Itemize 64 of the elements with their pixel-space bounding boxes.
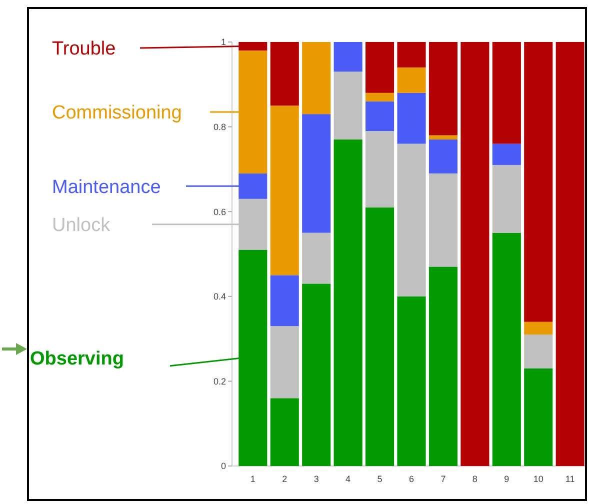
- bar: [397, 144, 426, 296]
- bar: [334, 42, 362, 72]
- bar: [366, 101, 394, 132]
- bar: [524, 42, 553, 322]
- x-tick-label: 7: [440, 474, 446, 484]
- bar: [238, 250, 268, 466]
- bar: [492, 42, 521, 144]
- bar: [238, 173, 268, 199]
- y-tick-label: 1: [220, 37, 226, 48]
- x-tick-label: 5: [377, 474, 382, 484]
- bar: [302, 284, 331, 466]
- bar: [334, 72, 362, 140]
- y-tick-label: 0: [220, 461, 226, 472]
- x-tick-label: 10: [533, 474, 544, 484]
- bar: [238, 198, 268, 250]
- y-tick-label: 0.4: [213, 292, 226, 302]
- x-tick-label: 1: [250, 474, 256, 484]
- bar: [270, 398, 299, 466]
- bar: [270, 42, 299, 106]
- bar: [366, 92, 394, 102]
- x-tick-label: 4: [346, 474, 351, 484]
- legend-label: Maintenance: [52, 176, 161, 198]
- bar: [270, 326, 299, 398]
- x-tick-label: 2: [282, 474, 288, 484]
- bar: [524, 368, 553, 466]
- x-tick-label: 11: [565, 474, 575, 484]
- x-tick-label: 9: [504, 474, 510, 484]
- bar: [460, 42, 490, 466]
- text: Trouble: [52, 38, 116, 60]
- bar: [270, 106, 299, 276]
- bar: [302, 114, 331, 233]
- bar: [238, 50, 268, 174]
- bar: [428, 266, 458, 466]
- bar: [302, 232, 331, 284]
- x-tick-label: 3: [314, 474, 319, 484]
- bar: [397, 296, 426, 466]
- bar: [428, 42, 458, 136]
- legend-label: Unlock: [52, 214, 111, 236]
- bar: [302, 42, 331, 114]
- bar: [366, 207, 394, 466]
- bar: [524, 334, 553, 368]
- bar: [428, 135, 458, 140]
- bar: [556, 42, 584, 466]
- y-tick-label: 0.2: [213, 376, 226, 386]
- legend-label: Commissioning: [52, 102, 182, 124]
- bar: [492, 232, 521, 466]
- bar: [366, 131, 394, 208]
- bar: [238, 42, 268, 50]
- y-tick-label: 0.8: [213, 122, 226, 132]
- bar: [397, 42, 426, 68]
- bar: [428, 173, 458, 267]
- y-tick-label: 0.6: [213, 206, 226, 217]
- bar: [366, 42, 394, 93]
- bar: [270, 275, 299, 326]
- bar: [492, 144, 521, 165]
- bar: [428, 140, 458, 174]
- bar: [524, 322, 553, 335]
- x-tick-label: 6: [408, 474, 414, 484]
- text: Observing: [30, 348, 124, 370]
- bar: [334, 140, 362, 466]
- x-tick-label: 8: [472, 474, 478, 484]
- bar: [397, 92, 426, 144]
- bar: [397, 67, 426, 93]
- bar: [492, 164, 521, 233]
